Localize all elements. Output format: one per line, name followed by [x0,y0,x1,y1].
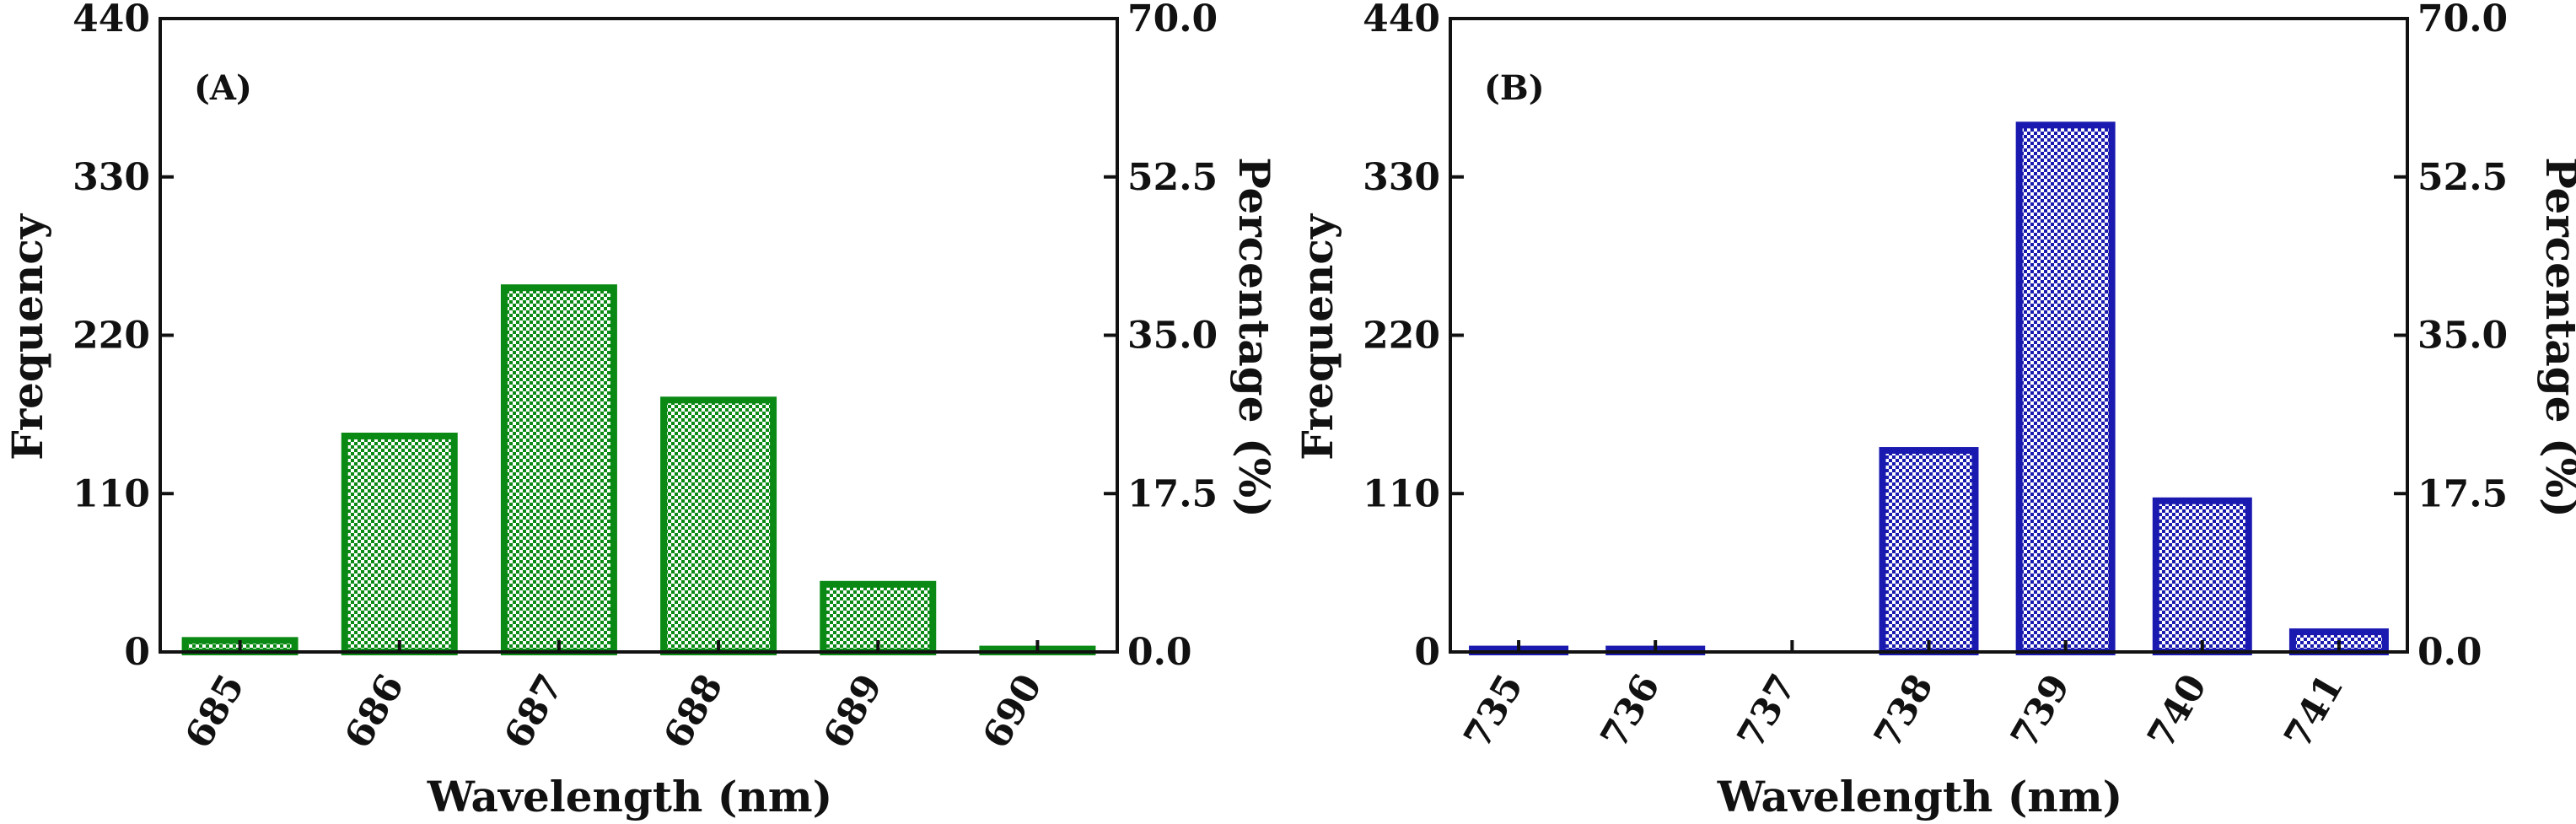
x-tick-label-b-737: 737 [1729,667,1805,756]
x-tick-label-b-739: 739 [2003,667,2079,756]
y-tick-label-left-a-220: 220 [73,315,150,358]
bar-a-687 [500,284,617,655]
x-tick-label-a-687: 687 [496,667,572,756]
bar-b-739 [2015,121,2116,655]
x-tick-label-a-690: 690 [975,667,1051,756]
bar-b-738 [1879,447,1979,656]
y-tick-label-right-a-52.5: 52.5 [1127,156,1218,199]
x-tick-label-a-686: 686 [336,667,412,756]
x-tick-label-b-740: 740 [2139,667,2215,756]
y-tick-label-left-b-440: 440 [1363,0,1440,40]
chart-panel-b: (B) Frequency Percentage (%) Wavelength … [1293,0,2576,821]
y-axis-title-left-a: Frequency [3,213,52,460]
plot-frame-a [159,17,1119,654]
y-tick-label-left-a-330: 330 [73,156,150,199]
x-axis-title-b: Wavelength (nm) [1717,772,2123,821]
x-tick-label-b-738: 738 [1866,667,1942,756]
x-tick-label-b-736: 736 [1593,667,1669,756]
y-tick-label-right-b-0.0: 0.0 [2417,631,2482,674]
bar-a-686 [341,432,458,656]
x-tick-label-a-685: 685 [177,667,253,756]
x-tick-label-b-741: 741 [2276,667,2352,756]
y-tick-label-right-b-17.5: 17.5 [2417,472,2508,515]
panel-label-b: (B) [1484,68,1545,108]
y-axis-title-right-a: Percentage (%) [1229,157,1279,518]
x-tick-label-a-689: 689 [815,667,891,756]
y-tick-label-right-a-0.0: 0.0 [1127,631,1192,674]
chart-panel-a: (A) Frequency Percentage (%) Wavelength … [3,0,1279,821]
x-tick-label-a-688: 688 [656,667,732,756]
y-axis-title-left-b: Frequency [1293,213,1342,460]
y-tick-label-left-b-330: 330 [1363,156,1440,199]
y-tick-label-right-a-17.5: 17.5 [1127,472,1218,515]
y-tick-label-left-a-110: 110 [73,472,150,515]
y-axis-title-right-b: Percentage (%) [2536,157,2576,518]
y-tick-label-left-b-220: 220 [1363,315,1440,358]
y-tick-label-left-a-0: 0 [124,631,150,674]
panel-label-a: (A) [194,68,252,108]
x-tick-label-b-735: 735 [1456,667,1532,756]
y-tick-label-right-b-35.0: 35.0 [2417,315,2508,358]
y-tick-label-right-a-70.0: 70.0 [1127,0,1218,40]
x-axis-title-a: Wavelength (nm) [427,772,833,821]
bar-a-688 [660,396,777,655]
y-tick-label-left-b-0: 0 [1414,631,1440,674]
bar-b-740 [2152,497,2252,656]
y-tick-label-right-b-70.0: 70.0 [2417,0,2508,40]
y-tick-label-right-b-52.5: 52.5 [2417,156,2508,199]
y-tick-label-right-a-35.0: 35.0 [1127,315,1218,358]
y-tick-label-left-a-440: 440 [73,0,150,40]
y-tick-label-left-b-110: 110 [1363,472,1440,515]
